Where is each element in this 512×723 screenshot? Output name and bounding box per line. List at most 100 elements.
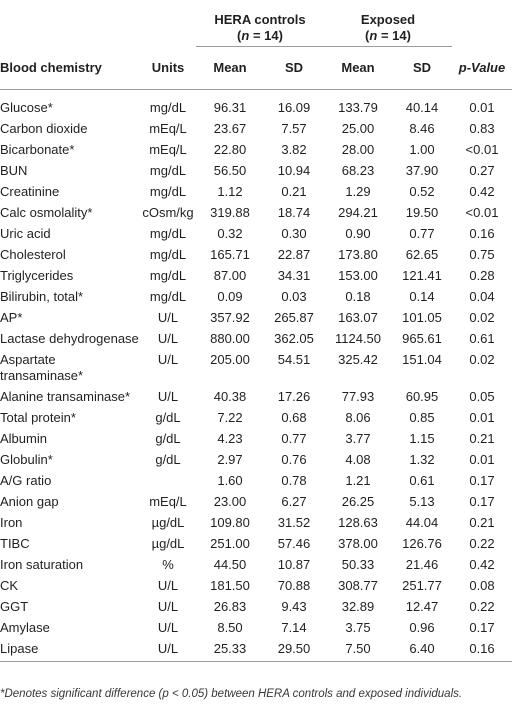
table-row: Aspartate transaminase* U/L 205.00 54.51 325… (0, 349, 512, 386)
row-units: mg/dL (149, 226, 187, 241)
column-header-row: Blood chemistry Units Mean SD Mean SD p-… (0, 47, 512, 90)
row-units: mg/dL (149, 100, 187, 115)
row-sd-controls: 9.43 (281, 599, 307, 614)
row-name: Triglycerides (0, 268, 74, 283)
row-sd-controls: 265.87 (274, 310, 314, 325)
row-p-value: 0.17 (469, 620, 495, 635)
row-sd-controls: 18.74 (277, 205, 311, 220)
row-sd-controls: 3.82 (281, 142, 307, 157)
row-name: Iron saturation (0, 557, 84, 572)
table-row: Lipase U/L 25.33 29.50 7.50 6.40 0.16 (0, 638, 512, 662)
row-mean-controls: 251.00 (210, 536, 250, 551)
row-sd-exposed: 62.65 (405, 247, 439, 262)
row-sd-exposed: 8.46 (409, 121, 435, 136)
row-sd-exposed: 37.90 (405, 163, 439, 178)
row-mean-controls: 87.00 (213, 268, 247, 283)
row-units: U/L (157, 641, 179, 656)
group-header-empty-name (0, 0, 140, 47)
row-name: AP* (0, 310, 23, 325)
row-name: Iron (0, 515, 23, 530)
row-mean-controls: 880.00 (210, 331, 250, 346)
row-sd-controls: 22.87 (277, 247, 311, 262)
table-row: Anion gap mEq/L 23.00 6.27 26.25 5.13 0.17 (0, 491, 512, 512)
row-mean-exposed: 128.63 (338, 515, 378, 530)
row-sd-controls: 0.21 (281, 184, 307, 199)
row-units: mg/dL (149, 268, 187, 283)
row-p-value: 0.17 (469, 473, 495, 488)
group-header-empty-p (452, 0, 512, 47)
row-mean-exposed: 68.23 (341, 163, 375, 178)
row-units: U/L (157, 599, 179, 614)
row-mean-exposed: 4.08 (345, 452, 371, 467)
table-row: Globulin* g/dL 2.97 0.76 4.08 1.32 0.01 (0, 449, 512, 470)
row-sd-exposed: 0.77 (409, 226, 435, 241)
row-p-value: 0.04 (469, 289, 495, 304)
row-mean-controls: 40.38 (213, 389, 247, 404)
table-row: Amylase U/L 8.50 7.14 3.75 0.96 0.17 (0, 617, 512, 638)
row-sd-exposed: 121.41 (402, 268, 442, 283)
row-name: Alanine transaminase* (0, 389, 131, 404)
row-name: Bilirubin, total* (0, 289, 84, 304)
row-sd-controls: 0.77 (281, 431, 307, 446)
row-mean-exposed: 308.77 (338, 578, 378, 593)
row-mean-exposed: 0.18 (345, 289, 371, 304)
row-name: Glucose* (0, 100, 53, 115)
row-units: U/L (157, 620, 179, 635)
row-p-value: 0.01 (469, 410, 495, 425)
group-header-row: HERA controls (n = 14) Exposed (n = 14) (0, 0, 512, 47)
row-name: Creatinine (0, 184, 60, 199)
row-p-value: 0.61 (469, 331, 495, 346)
table-row: Bicarbonate* mEq/L 22.80 3.82 28.00 1.00 <0.01 (0, 139, 512, 160)
row-sd-exposed: 40.14 (405, 100, 439, 115)
row-mean-exposed: 1124.50 (334, 331, 382, 346)
row-mean-exposed: 77.93 (341, 389, 375, 404)
row-units: U/L (157, 389, 179, 404)
row-sd-controls: 7.14 (281, 620, 307, 635)
table-footnote: *Denotes significant difference (p < 0.0… (0, 688, 463, 700)
row-name: Aspartate transaminase* (0, 352, 84, 383)
row-mean-controls: 44.50 (213, 557, 247, 572)
col-header-sd-exposed: SD (412, 60, 432, 75)
table-row: AP* U/L 357.92 265.87 163.07 101.05 0.02 (0, 307, 512, 328)
row-units: mEq/L (149, 142, 187, 157)
row-mean-controls: 2.97 (217, 452, 243, 467)
row-sd-controls: 0.68 (281, 410, 307, 425)
row-sd-controls: 0.30 (281, 226, 307, 241)
row-p-value: 0.42 (469, 184, 495, 199)
row-name: Calc osmolality* (0, 205, 93, 220)
row-units: mg/dL (149, 163, 187, 178)
row-p-value: 0.42 (469, 557, 495, 572)
row-name: Lipase (0, 641, 39, 656)
row-p-value: 0.08 (469, 578, 495, 593)
row-sd-controls: 10.87 (277, 557, 311, 572)
row-mean-exposed: 133.79 (338, 100, 378, 115)
row-mean-controls: 26.83 (213, 599, 247, 614)
row-name: Globulin* (0, 452, 53, 467)
row-units: % (162, 557, 174, 572)
row-units: µg/dL (151, 515, 185, 530)
row-mean-exposed: 153.00 (338, 268, 378, 283)
row-name: Albumin (0, 431, 47, 446)
row-mean-controls: 205.00 (210, 352, 250, 367)
row-sd-controls: 54.51 (277, 352, 311, 367)
row-mean-controls: 8.50 (217, 620, 243, 635)
row-units: g/dL (155, 452, 181, 467)
row-sd-controls: 34.31 (277, 268, 311, 283)
row-sd-exposed: 5.13 (409, 494, 435, 509)
row-sd-exposed: 101.05 (402, 310, 442, 325)
row-p-value: 0.01 (469, 452, 495, 467)
group-header-exposed: Exposed (n = 14) (324, 0, 452, 47)
row-units: mg/dL (149, 289, 187, 304)
row-sd-exposed: 0.52 (409, 184, 435, 199)
table-row: Carbon dioxide mEq/L 23.67 7.57 25.00 8.46 0.8… (0, 118, 512, 139)
row-sd-exposed: 965.61 (402, 331, 442, 346)
row-mean-controls: 23.67 (213, 121, 247, 136)
row-mean-exposed: 163.07 (338, 310, 378, 325)
row-units: mEq/L (149, 494, 187, 509)
col-header-name: Blood chemistry (0, 59, 102, 75)
row-name: Cholesterol (0, 247, 66, 262)
row-name: TIBC (0, 536, 30, 551)
row-mean-exposed: 26.25 (341, 494, 375, 509)
row-sd-exposed: 1.00 (409, 142, 435, 157)
